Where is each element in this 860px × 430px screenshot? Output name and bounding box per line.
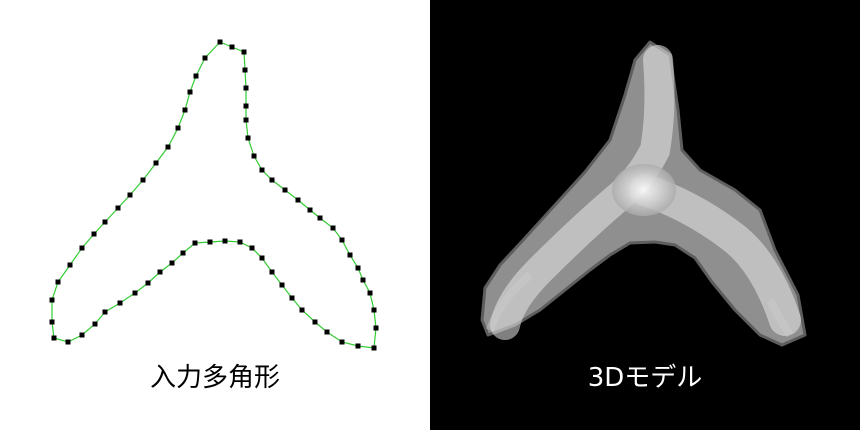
polygon-vertex [202,55,208,61]
polygon-vertices [49,39,379,351]
polygon-vertex [115,205,121,211]
polygon-vertex [229,44,235,50]
model-3d-caption: 3Dモデル [587,363,703,393]
polygon-vertex [347,252,353,258]
polygon-vertex [371,307,377,313]
polygon-vertex [243,85,249,91]
polygon-vertex [51,335,57,341]
polygon-vertex [259,255,265,261]
polygon-vertex [355,265,361,271]
polygon-vertex [127,192,133,198]
model-3d-shape [480,40,807,347]
polygon-vertex [217,39,223,45]
polygon-vertex [251,153,257,159]
model-3d-render [480,40,807,347]
model-3d-panel: 3Dモデル [430,0,860,430]
polygon-vertex [339,339,345,345]
polygon-vertex [140,177,146,183]
polygon-vertex [289,295,295,301]
polygon-vertex [92,321,98,327]
polygon-vertex [169,260,175,266]
polygon-vertex [132,290,138,296]
polygon-vertex [117,300,123,306]
polygon-vertex [282,187,288,193]
polygon-vertex [259,167,265,173]
polygon-vertex [102,309,108,315]
polygon-vertex [165,144,171,150]
polygon-vertex [207,239,213,245]
polygon-vertex [102,219,108,225]
polygon-vertex [269,177,275,183]
polygon-vertex [317,215,323,221]
polygon-vertex [192,240,198,246]
polygon-vertex [180,250,186,256]
polygon-vertex [222,238,228,244]
polygon-vertex [299,307,305,313]
polygon-vertex [355,343,361,349]
polygon-vertex [187,89,193,95]
input-polygon-panel: 入力多角形 [49,39,379,393]
polygon-vertex [175,125,181,131]
polygon-vertex [237,239,243,245]
polygon-vertex [55,279,61,285]
polygon-vertex [153,160,159,166]
polygon-vertex [330,225,336,231]
polygon-vertex [367,290,373,296]
polygon-vertex [307,207,313,213]
polygon-vertex [182,107,188,113]
polygon-vertex [360,277,366,283]
polygon-vertex [49,297,55,303]
polygon-vertex [312,319,318,325]
polygon-vertex [245,135,251,141]
input-polygon-caption: 入力多角形 [149,363,280,393]
polygon-vertex [241,49,247,55]
polygon-vertex [157,269,163,275]
polygon-vertex [243,117,249,123]
polygon-vertex [145,280,151,286]
polygon-vertex [67,262,73,268]
polygon-vertex [193,73,199,79]
input-polygon-drawing [49,39,379,351]
polygon-vertex [373,325,379,331]
polygon-vertex [243,103,249,109]
polygon-vertex [91,231,97,237]
polygon-outline [51,41,377,349]
polygon-vertex [249,245,255,251]
polygon-vertex [371,345,377,351]
polygon-vertex [79,332,85,338]
polygon-vertex [79,245,85,251]
polygon-vertex [65,339,71,345]
polygon-vertex [242,67,248,73]
polygon-vertex [279,282,285,288]
polygon-vertex [49,319,55,325]
polygon-vertex [269,269,275,275]
polygon-vertex [295,197,301,203]
polygon-vertex [339,237,345,243]
polygon-vertex [324,329,330,335]
